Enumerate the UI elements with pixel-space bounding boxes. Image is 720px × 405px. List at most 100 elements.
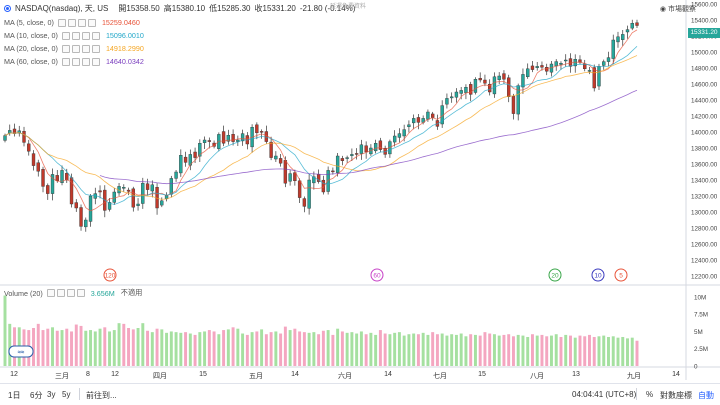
candle-body[interactable]: [483, 79, 487, 84]
volume-bar[interactable]: [207, 330, 211, 366]
volume-bar[interactable]: [402, 335, 406, 366]
candle-body[interactable]: [454, 91, 459, 98]
volume-bar[interactable]: [155, 328, 159, 366]
candle-body[interactable]: [278, 158, 283, 164]
ma-legend-label[interactable]: MA (60, close, 0): [4, 57, 58, 66]
candle-body[interactable]: [625, 29, 630, 33]
candle-body[interactable]: [126, 189, 131, 192]
volume-bar[interactable]: [440, 333, 444, 366]
volume-more-button[interactable]: [76, 289, 85, 297]
candle-body[interactable]: [606, 57, 611, 62]
candle-body[interactable]: [397, 133, 402, 138]
ma-visibility-button[interactable]: [61, 44, 70, 53]
volume-bar[interactable]: [179, 332, 183, 366]
candle-body[interactable]: [22, 131, 26, 143]
ma-remove-button[interactable]: [81, 44, 90, 53]
candle-body[interactable]: [27, 143, 31, 152]
volume-bar[interactable]: [184, 332, 188, 366]
volume-bar[interactable]: [569, 335, 572, 366]
ma-visibility-button[interactable]: [61, 57, 70, 66]
candle-body[interactable]: [269, 141, 273, 158]
candle-body[interactable]: [407, 124, 411, 127]
candle-body[interactable]: [46, 185, 50, 194]
event-marker[interactable]: [103, 268, 117, 282]
moving-average-line[interactable]: [4, 46, 638, 205]
candle-body[interactable]: [507, 77, 511, 98]
range-3y-button[interactable]: 3y: [47, 390, 56, 399]
candle-body[interactable]: [502, 73, 506, 80]
volume-bar[interactable]: [150, 332, 154, 366]
volume-bar[interactable]: [312, 332, 316, 366]
candle-body[interactable]: [378, 140, 383, 150]
volume-bar[interactable]: [435, 334, 439, 366]
candle-body[interactable]: [255, 124, 259, 134]
volume-bar[interactable]: [412, 333, 416, 366]
candle-body[interactable]: [354, 153, 359, 155]
volume-bar[interactable]: [188, 333, 192, 366]
candle-body[interactable]: [430, 113, 435, 118]
clock-timezone[interactable]: 04:04:41 (UTC+8): [572, 390, 637, 399]
volume-bar[interactable]: [459, 333, 463, 366]
volume-bar[interactable]: [93, 331, 97, 366]
ma-more-button[interactable]: [87, 18, 96, 27]
candle-body[interactable]: [526, 68, 530, 78]
volume-bar[interactable]: [165, 332, 169, 366]
auto-scale-toggle[interactable]: 自動: [698, 391, 714, 400]
candle-body[interactable]: [112, 191, 116, 203]
candle-body[interactable]: [226, 134, 231, 142]
volume-bar[interactable]: [554, 334, 558, 366]
volume-bar[interactable]: [350, 332, 354, 366]
symbol-name[interactable]: NASDAQ(nasdaq), 天, US: [15, 4, 109, 13]
volume-bar[interactable]: [573, 337, 577, 366]
volume-bar[interactable]: [345, 332, 349, 366]
ma-legend-label[interactable]: MA (10, close, 0): [4, 31, 58, 40]
volume-bar[interactable]: [302, 332, 306, 366]
candle-body[interactable]: [564, 59, 568, 62]
volume-bar[interactable]: [374, 334, 378, 366]
candle-body[interactable]: [611, 39, 615, 59]
candle-body[interactable]: [464, 86, 468, 93]
volume-bar[interactable]: [545, 336, 549, 366]
ma-legend-label[interactable]: MA (20, close, 0): [4, 44, 58, 53]
volume-bar[interactable]: [511, 336, 515, 366]
ma-remove-button[interactable]: [81, 57, 90, 66]
volume-bar[interactable]: [222, 330, 226, 366]
ma-settings-button[interactable]: [67, 18, 76, 27]
volume-bar[interactable]: [36, 323, 40, 366]
volume-bar[interactable]: [483, 332, 487, 366]
volume-bar[interactable]: [70, 331, 73, 366]
volume-bar[interactable]: [32, 328, 35, 366]
candle-body[interactable]: [55, 175, 59, 182]
volume-bar[interactable]: [564, 334, 568, 366]
candle-body[interactable]: [297, 180, 302, 198]
candle-body[interactable]: [587, 70, 592, 72]
volume-bar[interactable]: [488, 333, 492, 366]
candle-body[interactable]: [302, 198, 307, 207]
volume-bar[interactable]: [336, 328, 340, 366]
candle-body[interactable]: [635, 22, 639, 26]
candle-body[interactable]: [630, 23, 634, 29]
volume-bar[interactable]: [241, 333, 245, 366]
candle-body[interactable]: [559, 63, 563, 65]
volume-bar[interactable]: [307, 332, 311, 366]
candle-body[interactable]: [122, 186, 126, 189]
volume-bar[interactable]: [60, 330, 64, 366]
candle-body[interactable]: [459, 90, 463, 94]
candle-body[interactable]: [293, 172, 297, 181]
candle-body[interactable]: [131, 188, 135, 208]
candle-body[interactable]: [274, 155, 278, 160]
candle-body[interactable]: [521, 74, 525, 88]
volume-bar[interactable]: [198, 332, 202, 366]
volume-bar[interactable]: [431, 332, 435, 366]
candle-body[interactable]: [60, 170, 64, 183]
candle-body[interactable]: [450, 96, 454, 99]
candle-body[interactable]: [202, 139, 207, 143]
volume-bar[interactable]: [355, 333, 359, 366]
candle-body[interactable]: [141, 182, 145, 204]
ma-more-button[interactable]: [91, 57, 100, 66]
candle-body[interactable]: [488, 83, 492, 93]
volume-bar[interactable]: [578, 335, 582, 366]
candle-body[interactable]: [535, 66, 539, 68]
volume-bar[interactable]: [326, 330, 330, 366]
